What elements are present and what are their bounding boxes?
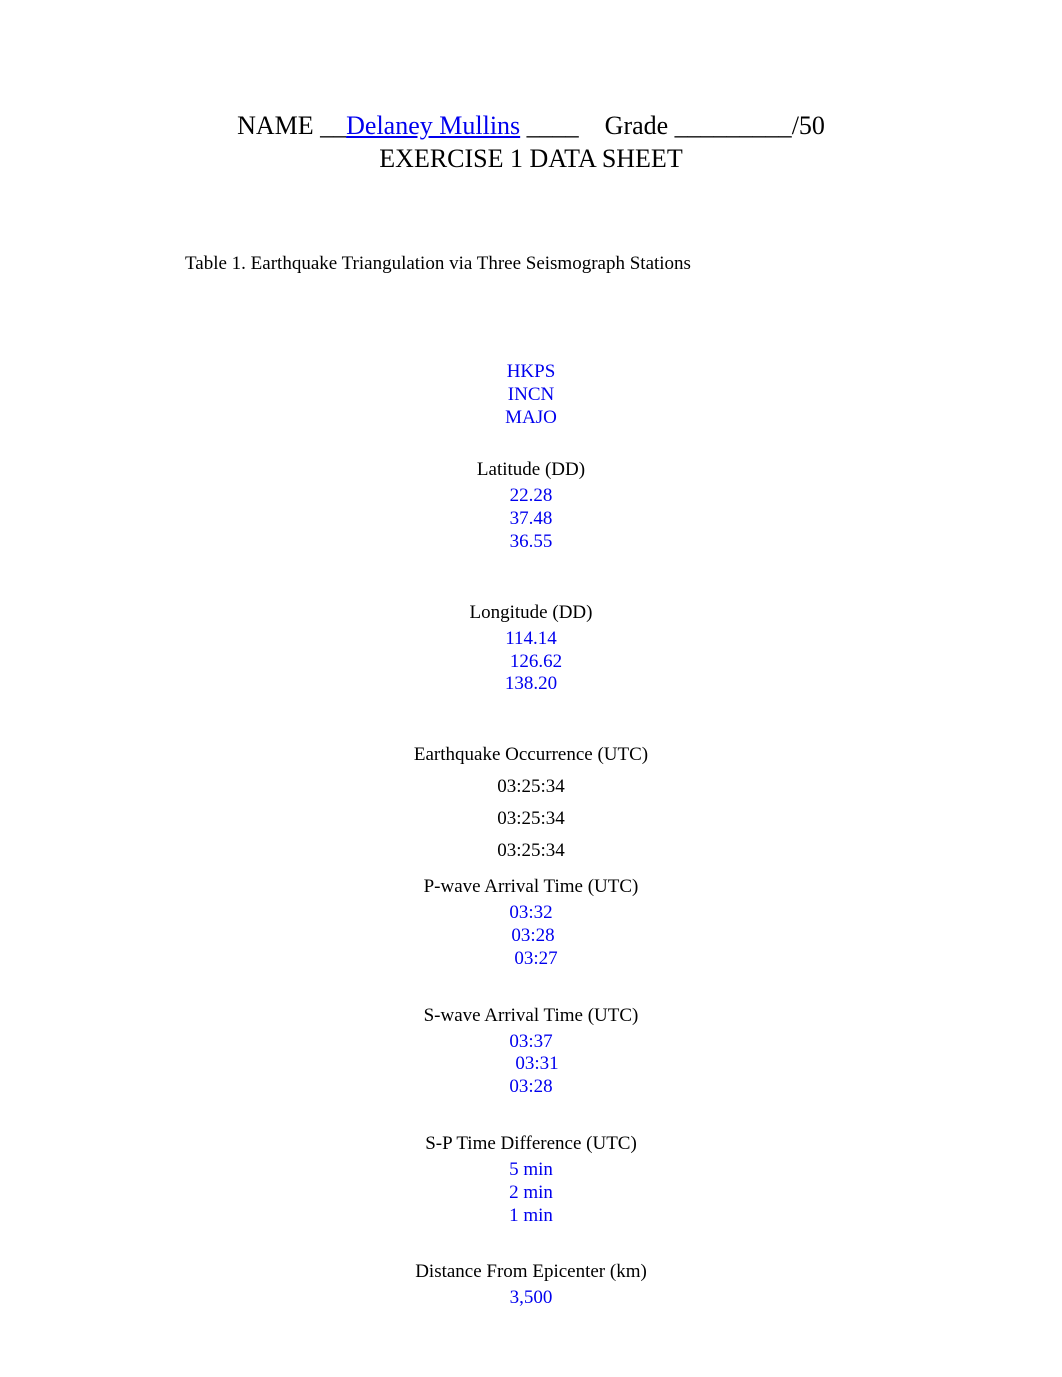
occurrence-values: 03:25:34 03:25:34 03:25:34: [185, 776, 877, 862]
spdiff-value: 2 min: [185, 1182, 877, 1205]
grade-prefix: Grade _________: [579, 111, 792, 140]
station-code: HKPS: [185, 361, 877, 384]
swave-value: 03:31: [185, 1053, 877, 1076]
name-suffix: ____: [520, 111, 579, 140]
section-header-spdiff: S-P Time Difference (UTC): [185, 1133, 877, 1155]
spdiff-value: 5 min: [185, 1159, 877, 1182]
pwave-values: 03:32 03:28 03:27: [185, 902, 877, 970]
page: NAME __Delaney Mullins ____ Grade ______…: [0, 0, 1062, 1310]
station-code: INCN: [185, 384, 877, 407]
latitude-values: 22.28 37.48 36.55: [185, 485, 877, 553]
occurrence-value: 03:25:34: [185, 776, 877, 798]
longitude-values: 114.14 126.62 138.20: [185, 628, 877, 696]
section-header-distance: Distance From Epicenter (km): [185, 1261, 877, 1283]
latitude-value: 37.48: [185, 508, 877, 531]
title-line-1: NAME __Delaney Mullins ____ Grade ______…: [185, 110, 877, 143]
pwave-value: 03:27: [185, 948, 877, 971]
pwave-value: 03:28: [185, 925, 877, 948]
section-header-latitude: Latitude (DD): [185, 459, 877, 481]
swave-value: 03:28: [185, 1076, 877, 1099]
longitude-value: 126.62: [185, 651, 877, 674]
pwave-value: 03:32: [185, 902, 877, 925]
data-section: HKPS INCN MAJO Latitude (DD) 22.28 37.48…: [185, 361, 877, 1310]
longitude-value: 138.20: [185, 673, 877, 696]
latitude-value: 36.55: [185, 531, 877, 554]
section-header-occurrence: Earthquake Occurrence (UTC): [185, 744, 877, 766]
occurrence-value: 03:25:34: [185, 840, 877, 862]
section-header-swave: S-wave Arrival Time (UTC): [185, 1005, 877, 1027]
occurrence-value: 03:25:34: [185, 808, 877, 830]
swave-values: 03:37 03:31 03:28: [185, 1031, 877, 1099]
spdiff-value: 1 min: [185, 1205, 877, 1228]
title-line-2: EXERCISE 1 DATA SHEET: [185, 143, 877, 176]
station-codes: HKPS INCN MAJO: [185, 361, 877, 429]
table-caption: Table 1. Earthquake Triangulation via Th…: [185, 253, 877, 275]
section-header-pwave: P-wave Arrival Time (UTC): [185, 876, 877, 898]
distance-values: 3,500: [185, 1287, 877, 1310]
swave-value: 03:37: [185, 1031, 877, 1054]
name-prefix: NAME __: [237, 111, 346, 140]
section-header-longitude: Longitude (DD): [185, 602, 877, 624]
student-name: Delaney Mullins: [346, 111, 520, 140]
spdiff-values: 5 min 2 min 1 min: [185, 1159, 877, 1227]
distance-value: 3,500: [185, 1287, 877, 1310]
latitude-value: 22.28: [185, 485, 877, 508]
title-block: NAME __Delaney Mullins ____ Grade ______…: [185, 110, 877, 175]
longitude-value: 114.14: [185, 628, 877, 651]
station-code: MAJO: [185, 407, 877, 430]
grade-max: /50: [792, 111, 825, 140]
